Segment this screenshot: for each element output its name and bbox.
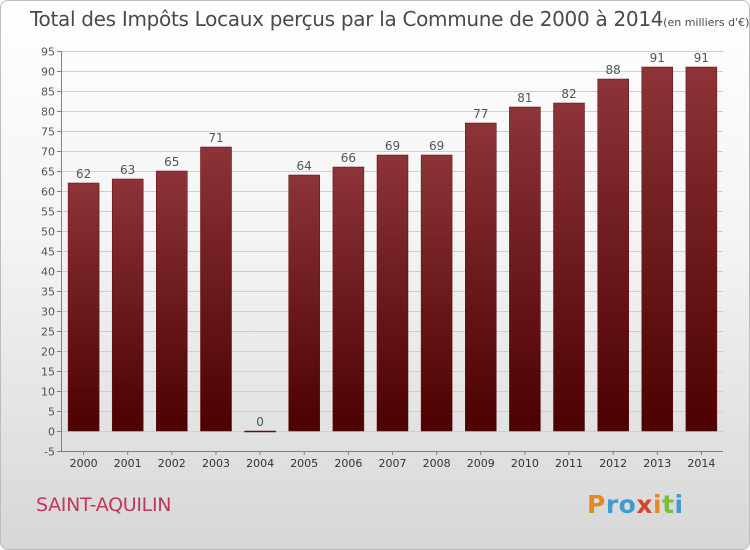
y-tick-label: 0 (48, 426, 55, 439)
y-tick-label: 50 (41, 226, 55, 239)
data-label-2010: 81 (517, 91, 532, 105)
y-tick-label: 15 (41, 366, 55, 379)
y-tick-label: 70 (41, 146, 55, 159)
bar-2011 (553, 102, 585, 432)
bar-2014 (685, 66, 718, 432)
y-tick-label: 35 (41, 286, 55, 299)
x-tick-label-2010: 2010 (511, 457, 539, 470)
y-tick-label: 60 (41, 186, 55, 199)
chart-title-main: Total des Impôts Locaux perçus par la Co… (30, 7, 664, 31)
bar-2002 (156, 170, 188, 432)
y-tick-label: -5 (44, 446, 55, 459)
data-label-2003: 71 (208, 131, 223, 145)
x-tick-label-2001: 2001 (114, 457, 142, 470)
x-tick-label-2007: 2007 (379, 457, 407, 470)
data-label-2005: 64 (297, 159, 312, 173)
y-tick-label: 5 (48, 406, 55, 419)
bar-2007 (376, 154, 409, 432)
logo-letter: x (636, 490, 653, 519)
data-label-2000: 62 (76, 167, 91, 181)
bar-2001 (111, 178, 144, 432)
logo-letter: i (653, 490, 663, 519)
axes: -5 0 5 10 15 20 25 30 35 40 45 50 55 60 65 70 75 80 85 90 95… (41, 46, 723, 470)
bar-2013 (641, 66, 674, 432)
x-tick-label-2000: 2000 (70, 457, 98, 470)
y-tick-label: 75 (41, 126, 55, 139)
x-tick-label-2003: 2003 (202, 457, 230, 470)
x-tick-label-2008: 2008 (423, 457, 451, 470)
y-tick-label: 25 (41, 326, 55, 339)
logo-letter: P (587, 490, 606, 519)
bar-2005 (288, 174, 320, 432)
labels: 62 63 65 71 0 64 66 69 69 77 81 82 88 91 91 (76, 51, 709, 429)
logo-letter: i (674, 490, 684, 519)
y-tick-label: 40 (41, 266, 55, 279)
bar-2008 (420, 154, 453, 432)
x-tick-label-2011: 2011 (555, 457, 583, 470)
bar-2010 (509, 106, 541, 432)
x-tick-label-2006: 2006 (334, 457, 362, 470)
x-tick-label-2009: 2009 (467, 457, 495, 470)
y-tick-label: 85 (41, 86, 55, 99)
bars (67, 66, 718, 433)
x-tick-label-2005: 2005 (290, 457, 318, 470)
chart-unit-note: (en milliers d'€) (663, 16, 750, 29)
y-tick-label: 30 (41, 306, 55, 319)
data-label-2012: 88 (606, 63, 621, 77)
y-tick-label: 65 (41, 166, 55, 179)
data-label-2007: 69 (385, 139, 400, 153)
data-label-2009: 77 (473, 107, 488, 121)
data-label-2002: 65 (164, 155, 179, 169)
logo-letter: o (618, 490, 637, 519)
commune-name: SAINT-AQUILIN (36, 494, 172, 516)
bar-2000 (67, 182, 100, 432)
bar-2006 (332, 166, 365, 432)
proxiti-logo[interactable]: Proxiti (587, 490, 684, 519)
x-tick-label-2014: 2014 (687, 457, 715, 470)
data-label-2001: 63 (120, 163, 135, 177)
bar-2012 (597, 78, 629, 432)
y-tick-label: 90 (41, 66, 55, 79)
bar-2004 (244, 430, 276, 433)
x-tick-label-2004: 2004 (246, 457, 274, 470)
logo-letter: r (605, 490, 619, 519)
x-tick-label-2012: 2012 (599, 457, 627, 470)
y-tick-label: 10 (41, 386, 55, 399)
y-tick-label: 20 (41, 346, 55, 359)
bar-2003 (200, 146, 232, 432)
bar-2009 (465, 122, 497, 432)
y-tick-label: 55 (41, 206, 55, 219)
data-label-2008: 69 (429, 139, 444, 153)
chart-title: Total des Impôts Locaux perçus par la Co… (30, 7, 749, 31)
y-tick-label: 95 (41, 46, 55, 59)
x-tick-label-2013: 2013 (643, 457, 671, 470)
data-label-2011: 82 (561, 87, 576, 101)
data-label-2004: 0 (256, 415, 264, 429)
y-tick-label: 45 (41, 246, 55, 259)
data-label-2014: 91 (694, 51, 709, 65)
x-tick-label-2002: 2002 (158, 457, 186, 470)
data-label-2013: 91 (650, 51, 665, 65)
y-tick-label: 80 (41, 106, 55, 119)
data-label-2006: 66 (341, 151, 356, 165)
logo-letter: t (662, 490, 675, 519)
